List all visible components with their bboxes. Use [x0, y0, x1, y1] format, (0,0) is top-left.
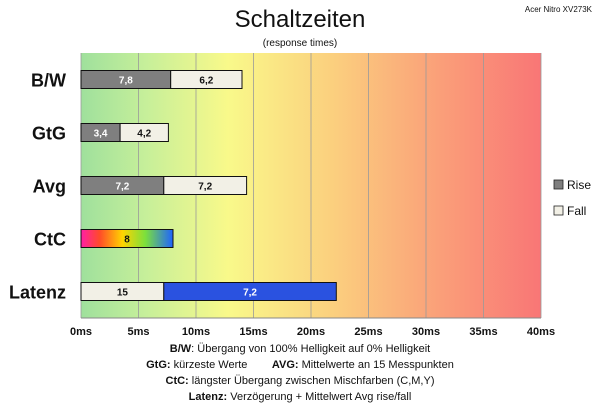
data-label-gtg-fall: 4,2 — [137, 129, 151, 140]
data-label-b-w-fall: 6,2 — [199, 76, 213, 87]
caption-line-ctc: CtC: längster Übergang zwischen Mischfar… — [0, 375, 600, 387]
bar-ctc-ctc — [80, 229, 174, 248]
x-tick-label-30: 30ms — [412, 326, 440, 338]
x-tick-label-40: 40ms — [527, 326, 555, 338]
x-tick-label-25: 25ms — [354, 326, 382, 338]
caption-text-latenz: Verzögerung + Mittelwert Avg rise/fall — [227, 391, 412, 403]
caption-text-gtg: kürzeste Werte — [170, 359, 248, 371]
bar-b-w-fall — [170, 70, 243, 89]
x-tick-label-0: 0ms — [70, 326, 92, 338]
data-label-gtg-rise: 3,4 — [94, 129, 108, 140]
caption-line-bw: B/W: Übergang von 100% Helligkeit auf 0%… — [0, 343, 600, 355]
caption-key-avg: AVG: — [271, 359, 299, 371]
x-tick-label-35: 35ms — [469, 326, 497, 338]
category-label-b-w: B/W — [31, 71, 66, 91]
caption-line-gtg-avg: GtG: kürzeste Werte AVG: Mittelwerte an … — [0, 359, 600, 371]
x-tick-label-15: 15ms — [239, 326, 267, 338]
caption-text-avg: Mittelwerte an 15 Messpunkten — [298, 359, 454, 371]
bar-gtg-fall — [119, 123, 169, 142]
category-label-avg: Avg — [33, 177, 66, 197]
bar-latenz-latency — [163, 282, 337, 301]
category-label-ctc: CtC — [34, 230, 66, 250]
legend-swatch-fall — [553, 205, 564, 216]
corner-label: Acer Nitro XV273K — [525, 5, 593, 14]
caption-key-gtg: GtG: — [146, 359, 171, 371]
x-tick-label-20: 20ms — [297, 326, 325, 338]
data-label-ctc-ctc: 8 — [124, 235, 130, 246]
data-label-avg-rise: 7,2 — [115, 182, 129, 193]
caption-key-latenz: Latenz: — [188, 391, 228, 403]
data-label-avg-fall: 7,2 — [198, 182, 212, 193]
legend: Rise Fall — [553, 178, 591, 218]
legend-label-fall: Fall — [567, 204, 586, 218]
caption-line-latenz: Latenz: Verzögerung + Mittelwert Avg ris… — [0, 391, 600, 403]
category-label-latenz: Latenz — [9, 283, 66, 303]
category-label-gtg: GtG — [32, 124, 66, 144]
legend-label-rise: Rise — [567, 178, 591, 192]
bar-avg-fall — [163, 176, 248, 195]
caption-key-ctc: CtC: — [165, 375, 189, 387]
x-tick-label-10: 10ms — [182, 326, 210, 338]
caption-text-ctc: längster Übergang zwischen Mischfarben (… — [188, 375, 435, 387]
chart-title: Schaltzeiten — [235, 6, 366, 33]
chart-subtitle: (response times) — [263, 38, 337, 49]
data-label-latenz-latency: 7,2 — [243, 288, 257, 299]
data-label-b-w-rise: 7,8 — [119, 76, 133, 87]
caption-key-bw: B/W — [169, 343, 192, 355]
legend-swatch-rise — [553, 179, 564, 190]
caption-text-bw: : Übergang von 100% Helligkeit auf 0% He… — [191, 343, 431, 355]
data-label-latenz-fall: 15 — [117, 288, 129, 299]
x-tick-label-5: 5ms — [127, 326, 149, 338]
